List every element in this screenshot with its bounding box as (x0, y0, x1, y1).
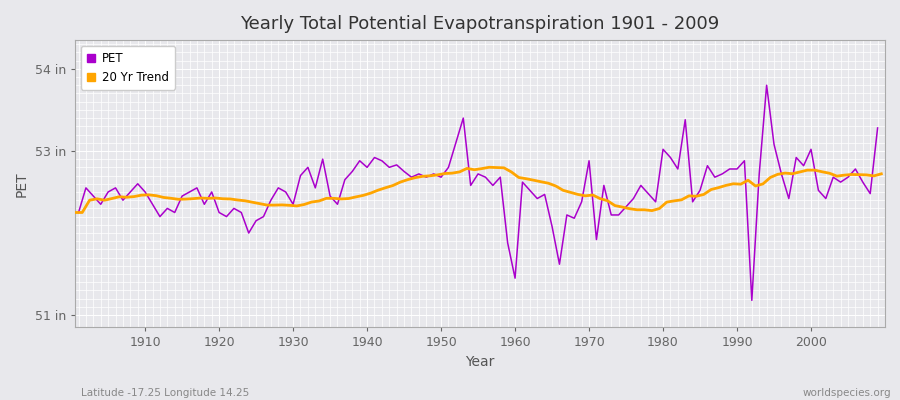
Y-axis label: PET: PET (15, 171, 29, 196)
Text: Latitude -17.25 Longitude 14.25: Latitude -17.25 Longitude 14.25 (81, 388, 249, 398)
X-axis label: Year: Year (465, 355, 495, 369)
Legend: PET, 20 Yr Trend: PET, 20 Yr Trend (81, 46, 175, 90)
Text: worldspecies.org: worldspecies.org (803, 388, 891, 398)
Title: Yearly Total Potential Evapotranspiration 1901 - 2009: Yearly Total Potential Evapotranspiratio… (240, 15, 719, 33)
